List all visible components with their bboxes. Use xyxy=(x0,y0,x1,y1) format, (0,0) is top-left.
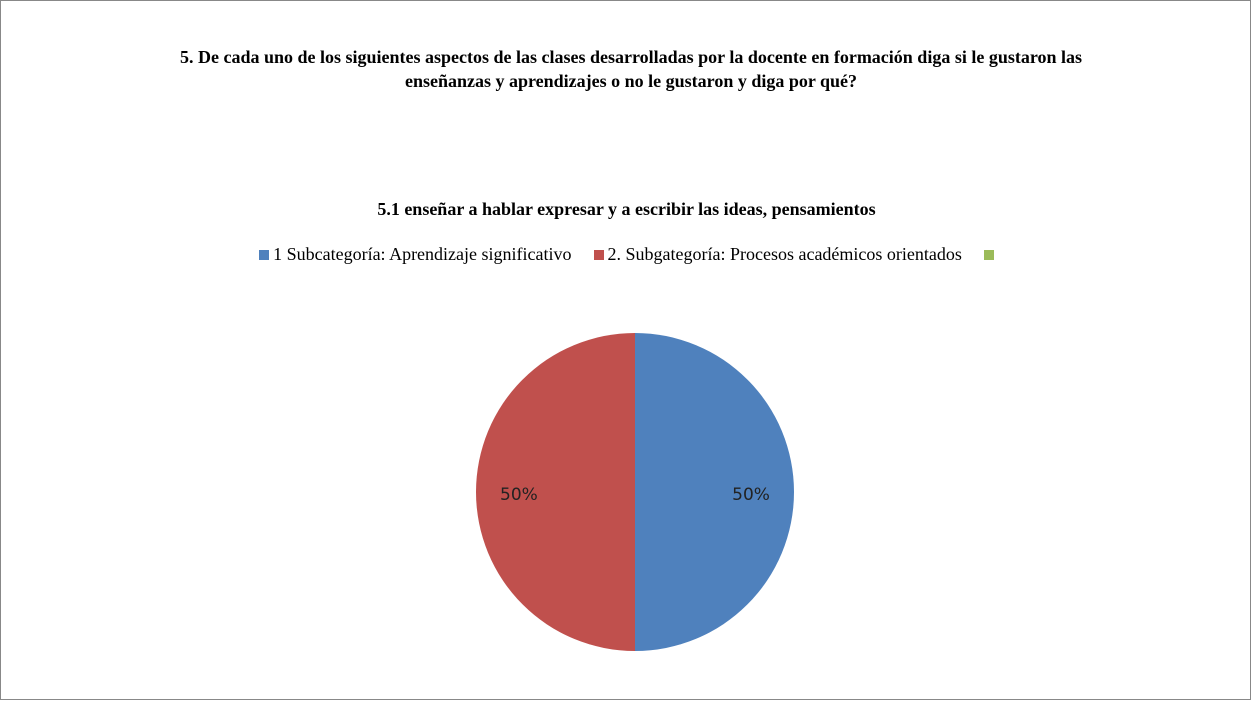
legend-label: 1 Subcategoría: Aprendizaje significativ… xyxy=(273,244,572,264)
legend: 1 Subcategoría: Aprendizaje significativ… xyxy=(1,244,1251,265)
data-label: 50% xyxy=(500,485,538,505)
legend-swatch xyxy=(983,249,994,260)
legend-entry: 2. Subgategoría: Procesos académicos ori… xyxy=(593,244,962,265)
legend-label: 2. Subgategoría: Procesos académicos ori… xyxy=(607,244,962,264)
legend-swatch xyxy=(593,249,604,260)
pie-slice xyxy=(476,333,635,651)
chart-title: 5. De cada uno de los siguientes aspecto… xyxy=(179,47,1083,91)
chart-subtitle: 5.1 enseñar a hablar expresar y a escrib… xyxy=(377,199,876,219)
legend-entry: 1 Subcategoría: Aprendizaje significativ… xyxy=(259,244,572,265)
legend-swatch xyxy=(259,249,270,260)
data-label: 50% xyxy=(732,485,770,505)
legend-entry xyxy=(983,244,994,265)
pie-slice xyxy=(635,333,794,651)
